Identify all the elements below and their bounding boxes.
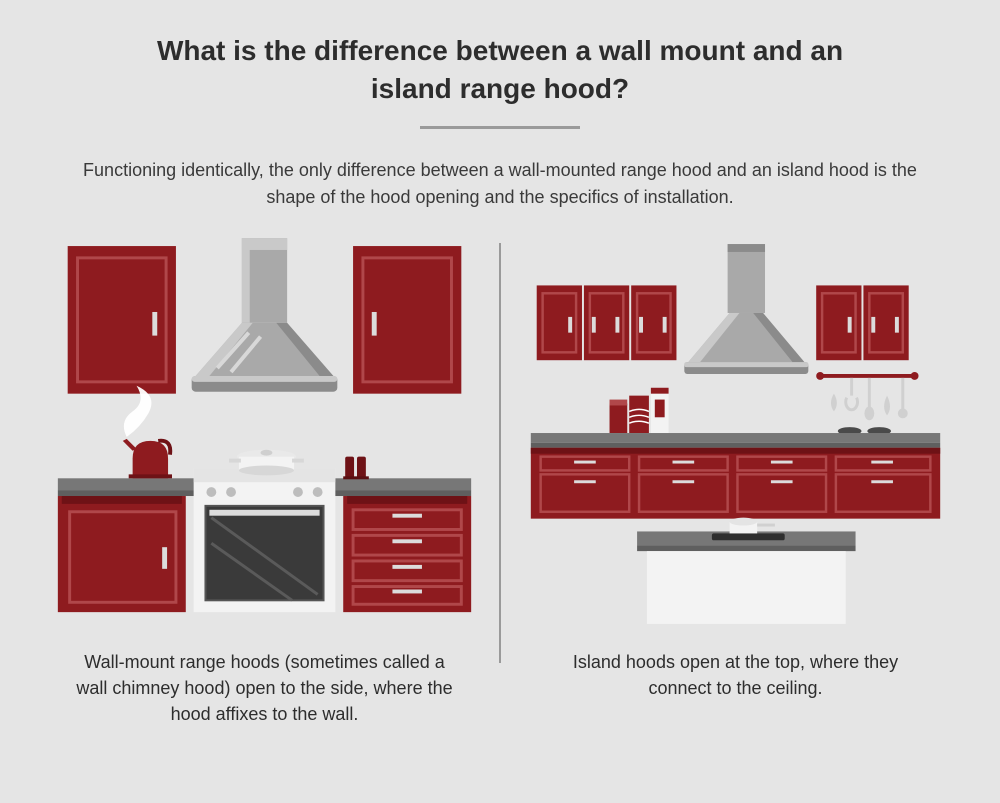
wall-mount-illustration bbox=[48, 235, 481, 635]
back-base-cabinets bbox=[531, 447, 940, 518]
lower-drawers-right bbox=[343, 496, 471, 612]
island-illustration bbox=[519, 235, 952, 635]
page-subtitle: Functioning identically, the only differ… bbox=[70, 157, 930, 211]
wall-mount-hood-icon bbox=[192, 238, 338, 392]
upper-cabinet-right bbox=[353, 246, 461, 394]
wall-mount-panel: Wall-mount range hoods (sometimes called… bbox=[48, 235, 481, 727]
saucepan-icon bbox=[730, 517, 775, 533]
stove-icon bbox=[194, 468, 336, 612]
vertical-divider bbox=[499, 243, 501, 663]
wall-mount-caption: Wall-mount range hoods (sometimes called… bbox=[75, 649, 455, 727]
back-countertop bbox=[531, 433, 940, 443]
island-counter bbox=[637, 531, 855, 624]
utensil-rail-icon bbox=[816, 372, 918, 420]
kettle-icon bbox=[123, 439, 172, 478]
island-caption: Island hoods open at the top, where they… bbox=[546, 649, 926, 701]
pot-icon bbox=[229, 449, 304, 475]
island-panel: Island hoods open at the top, where they… bbox=[519, 235, 952, 727]
canisters-icon bbox=[610, 387, 669, 432]
upper-cabinets-left bbox=[537, 285, 677, 360]
island-hood-icon bbox=[684, 244, 808, 374]
title-divider bbox=[420, 126, 580, 129]
page-title: What is the difference between a wall mo… bbox=[120, 32, 880, 108]
lower-cabinet-left bbox=[58, 496, 186, 612]
upper-cabinet-left bbox=[68, 246, 176, 394]
back-countertop-edge bbox=[531, 442, 940, 447]
comparison-row: Wall-mount range hoods (sometimes called… bbox=[48, 235, 952, 727]
upper-cabinets-right bbox=[816, 285, 909, 360]
shakers-icon bbox=[343, 456, 369, 479]
